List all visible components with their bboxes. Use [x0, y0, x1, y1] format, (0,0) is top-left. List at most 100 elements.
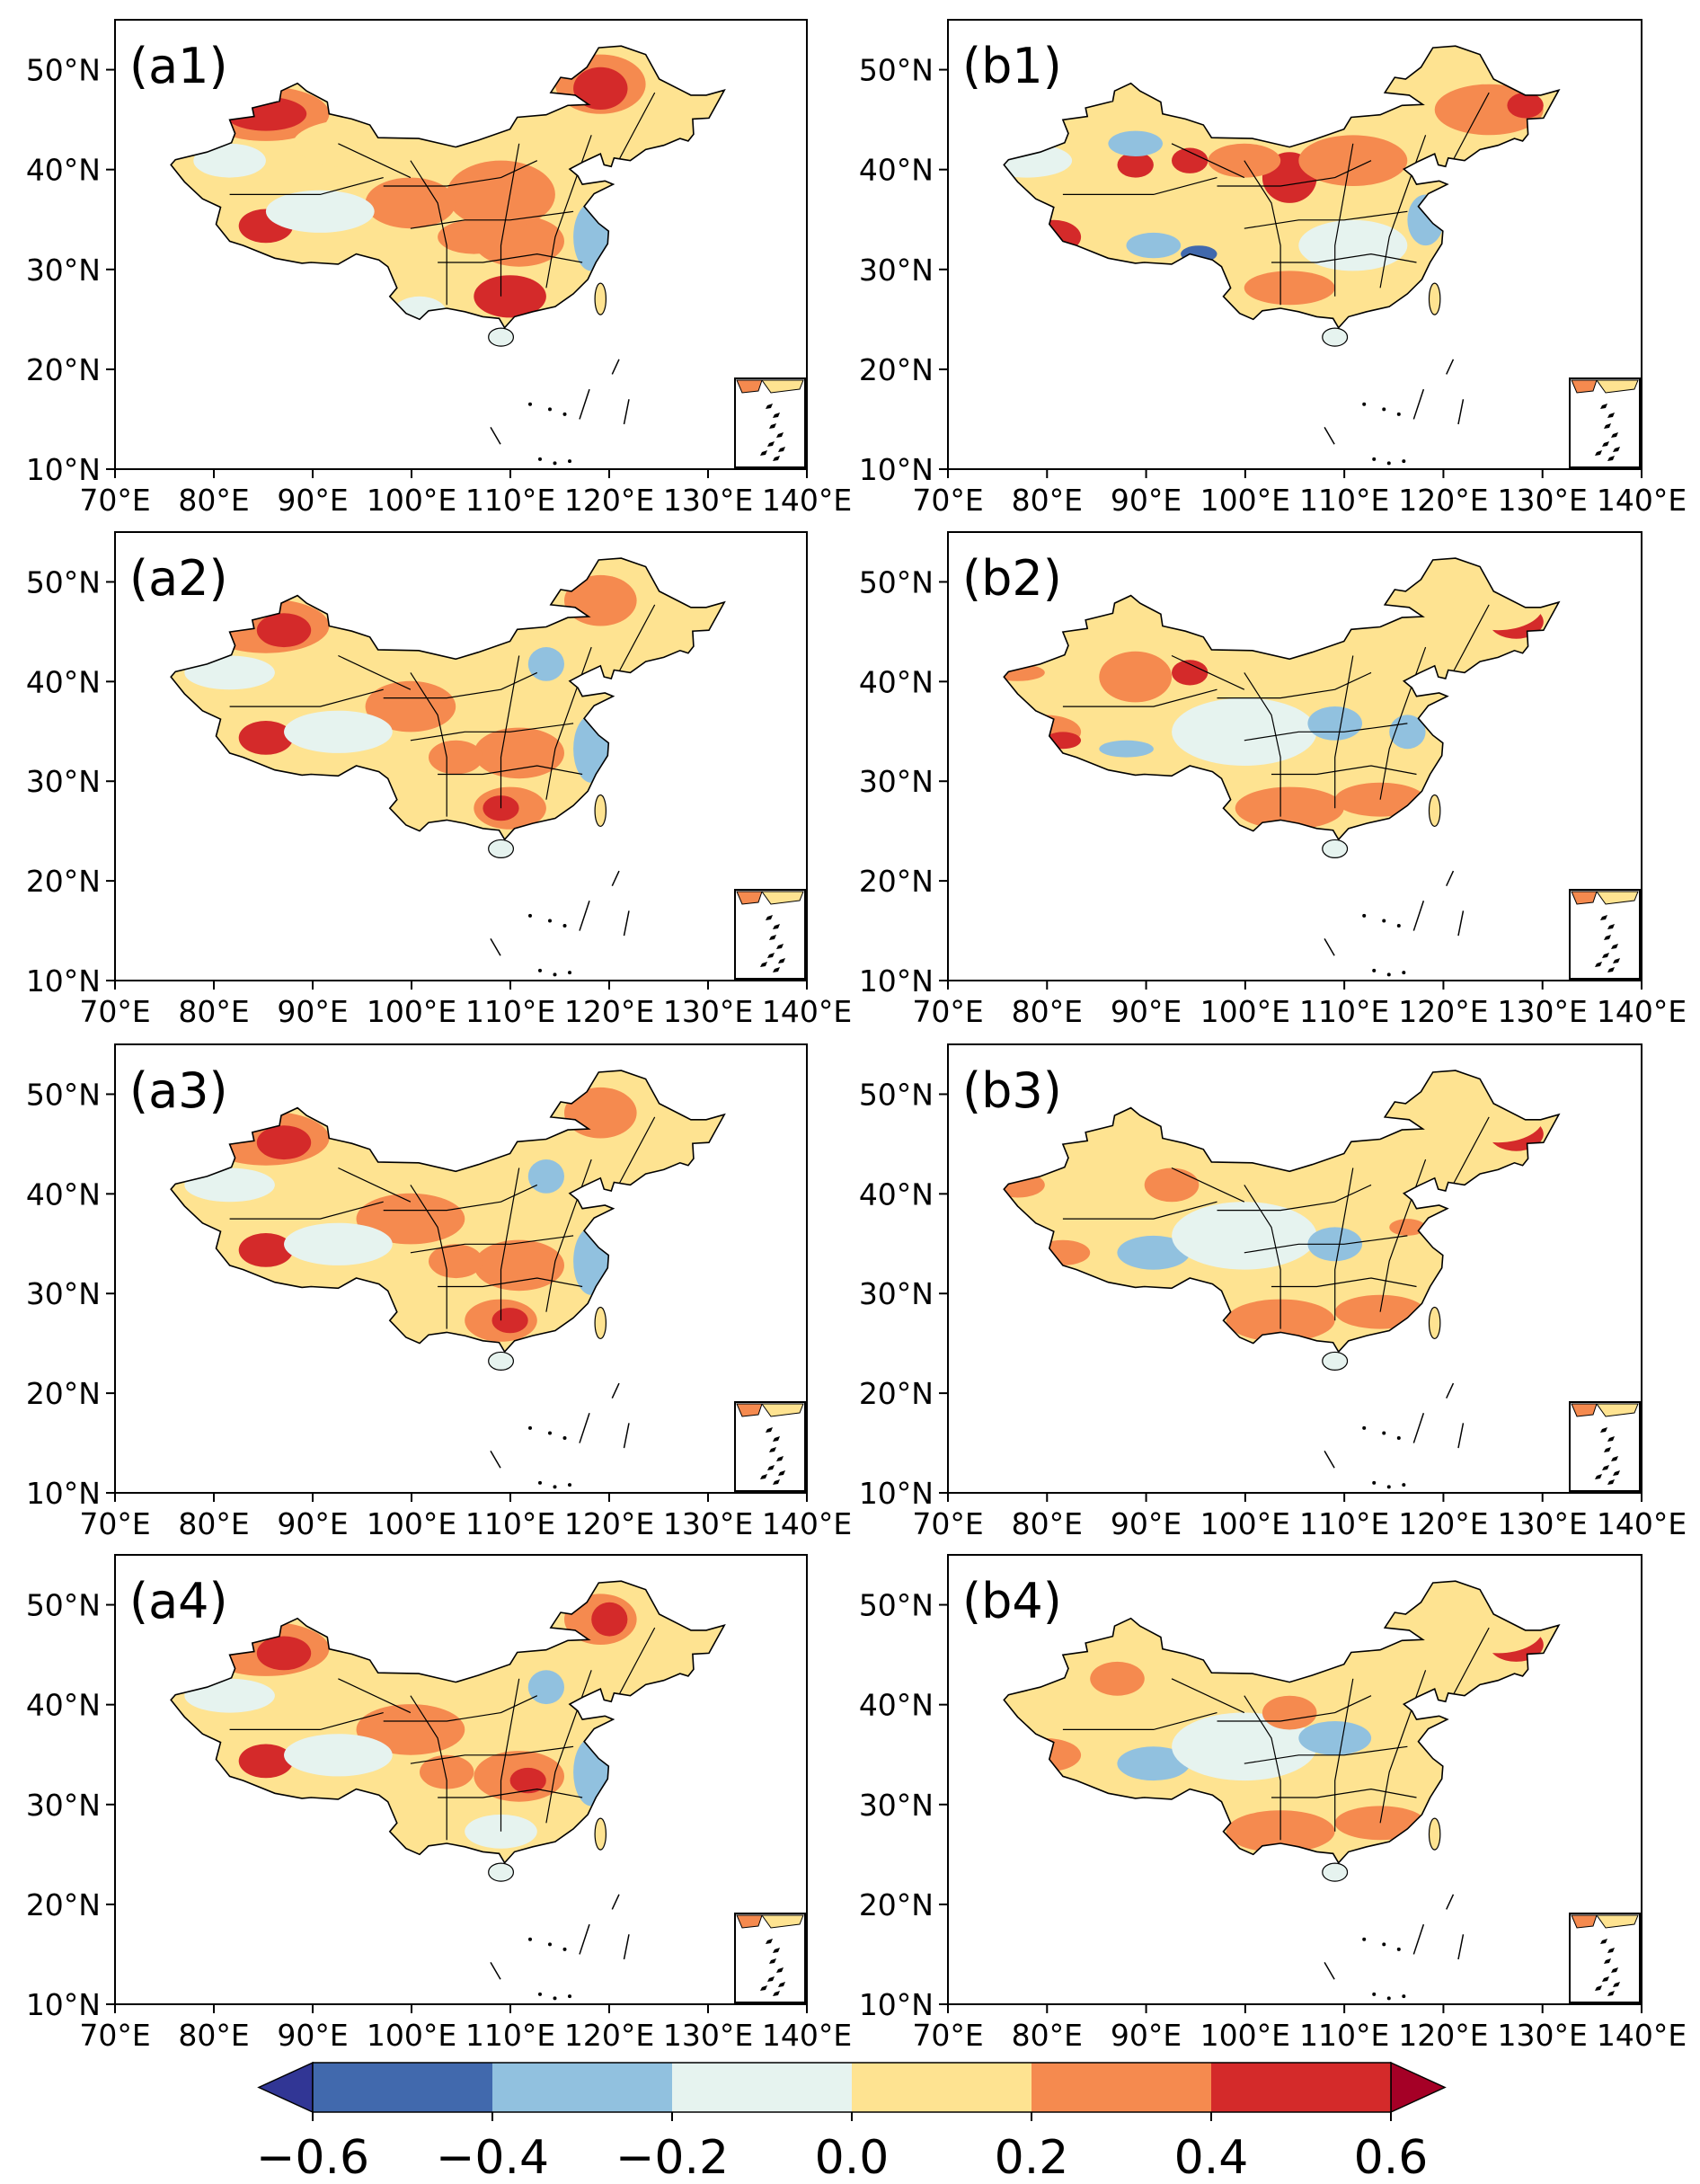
lon-tick-label: 140°E: [762, 994, 852, 1029]
map-panel-b1: (b1) 10°N 20°N 30°N 40°N 50°N 70°E 80°E 90°E 100°…: [859, 19, 1687, 518]
lon-tick-label: 100°E: [367, 994, 456, 1029]
south-china-sea-inset: [1569, 889, 1641, 980]
colorbar-segment: [492, 2063, 672, 2112]
colorbar-segment: [1211, 2063, 1391, 2112]
panel-label: (a4): [129, 1573, 228, 1629]
taiwan-island: [1428, 282, 1441, 315]
colorbar-tick-label: −0.4: [436, 2131, 549, 2184]
lon-tick-label: 80°E: [178, 1506, 249, 1541]
lon-tick-label: 80°E: [1012, 2018, 1083, 2053]
province-boundaries: [229, 604, 656, 817]
lon-tick-label: 110°E: [1299, 483, 1389, 518]
lon-tick-label: 130°E: [1498, 994, 1588, 1029]
lon-tick-label: 130°E: [1498, 2018, 1588, 2053]
lon-tick-label: 120°E: [564, 483, 654, 518]
lon-tick-label: 130°E: [663, 2018, 753, 2053]
lon-tick-label: 80°E: [178, 483, 249, 518]
lon-tick-label: 130°E: [1498, 483, 1588, 518]
lat-tick-label: 50°N: [859, 1588, 934, 1623]
panel-label: (a1): [129, 38, 228, 94]
lon-tick-label: 140°E: [1597, 1506, 1687, 1541]
taiwan-island: [594, 1306, 607, 1340]
lon-tick-label: 120°E: [1398, 1506, 1488, 1541]
lon-tick-label: 120°E: [564, 1506, 654, 1541]
colorbar-tick-label: −0.6: [256, 2131, 369, 2184]
hainan-island: [1322, 839, 1349, 858]
south-china-sea-islands: [490, 1382, 630, 1489]
south-china-sea-inset: [734, 889, 806, 980]
colorbar-segment: [852, 2063, 1032, 2112]
lat-tick-label: 10°N: [26, 452, 101, 487]
lon-tick-label: 90°E: [1111, 483, 1182, 518]
lat-tick-label: 50°N: [26, 564, 101, 599]
lat-tick-label: 20°N: [26, 864, 101, 899]
lat-tick-label: 50°N: [859, 564, 934, 599]
lon-tick-label: 140°E: [762, 2018, 852, 2053]
south-china-sea-islands: [1324, 870, 1465, 977]
colorbar: −0.6 −0.4 −0.2 0.0 0.2 0.4 0.6: [256, 2061, 1447, 2184]
lat-tick-label: 50°N: [859, 53, 934, 88]
lat-tick-label: 20°N: [859, 864, 934, 899]
country-outline: [1003, 1580, 1561, 1865]
lat-tick-label: 10°N: [859, 963, 934, 999]
south-china-sea-inset: [1569, 377, 1641, 468]
south-china-sea-islands: [1324, 1382, 1465, 1489]
panel-label: (b2): [962, 550, 1062, 607]
south-china-sea-inset: [1569, 1401, 1641, 1492]
lat-tick-label: 30°N: [859, 1276, 934, 1311]
colorbar-tick-label: 0.6: [1354, 2131, 1429, 2184]
lon-tick-label: 120°E: [1398, 994, 1488, 1029]
lon-tick-label: 70°E: [79, 1506, 150, 1541]
lon-tick-label: 140°E: [762, 483, 852, 518]
map-panel-b3: (b3) 10°N 20°N 30°N 40°N 50°N 70°E 80°E 90°E 100°…: [859, 1043, 1687, 1541]
taiwan-island: [594, 282, 607, 315]
lon-tick-label: 100°E: [1200, 1506, 1290, 1541]
panel-label: (b4): [962, 1573, 1062, 1629]
colorbar-under-arrow: [257, 2061, 314, 2114]
lat-tick-label: 50°N: [859, 1077, 934, 1112]
lon-tick-label: 90°E: [277, 994, 348, 1029]
province-boundaries: [1062, 1627, 1490, 1841]
colorbar-tick-label: −0.2: [615, 2131, 729, 2184]
lat-tick-label: 20°N: [26, 352, 101, 387]
south-china-sea-inset: [734, 377, 806, 468]
lon-tick-label: 70°E: [912, 2018, 983, 2053]
taiwan-island: [1428, 1306, 1441, 1340]
hainan-island: [488, 1862, 515, 1882]
map-panels: (a1) 10°N 20°N 30°N 40°N 50°N 70°E 80°E 90°E 100°…: [26, 19, 1687, 2053]
lon-tick-label: 90°E: [277, 2018, 348, 2053]
lat-tick-label: 10°N: [859, 452, 934, 487]
lat-tick-label: 30°N: [859, 253, 934, 288]
hainan-island: [488, 839, 515, 858]
lat-tick-label: 20°N: [26, 1376, 101, 1411]
lat-tick-label: 50°N: [26, 1588, 101, 1623]
lon-tick-label: 90°E: [277, 483, 348, 518]
lon-tick-label: 110°E: [465, 2018, 555, 2053]
hainan-island: [1322, 1862, 1349, 1882]
lat-tick-label: 40°N: [26, 1688, 101, 1723]
lon-tick-label: 130°E: [1498, 1506, 1588, 1541]
lon-tick-label: 100°E: [367, 2018, 456, 2053]
lon-tick-label: 70°E: [79, 2018, 150, 2053]
country-outline: [1003, 1070, 1561, 1354]
lat-tick-label: 50°N: [26, 53, 101, 88]
colorbar-segment: [672, 2063, 852, 2112]
map-panel-a3: (a3) 10°N 20°N 30°N 40°N 50°N 70°E 80°E 90°E 100°…: [26, 1043, 852, 1541]
lon-tick-label: 80°E: [178, 2018, 249, 2053]
taiwan-island: [1428, 1817, 1441, 1851]
lon-tick-label: 90°E: [277, 1506, 348, 1541]
lon-tick-label: 120°E: [564, 994, 654, 1029]
lon-tick-label: 90°E: [1111, 994, 1182, 1029]
taiwan-island: [594, 794, 607, 828]
lon-tick-label: 70°E: [912, 1506, 983, 1541]
panel-label: (b3): [962, 1062, 1062, 1119]
colorbar-tick-label: 0.0: [815, 2131, 890, 2184]
south-china-sea-islands: [490, 1894, 630, 2001]
lat-tick-label: 40°N: [26, 1176, 101, 1212]
lat-tick-label: 30°N: [26, 1276, 101, 1311]
country-outline: [170, 557, 726, 841]
lon-tick-label: 70°E: [912, 483, 983, 518]
lon-tick-label: 100°E: [367, 483, 456, 518]
lon-tick-label: 140°E: [1597, 483, 1687, 518]
